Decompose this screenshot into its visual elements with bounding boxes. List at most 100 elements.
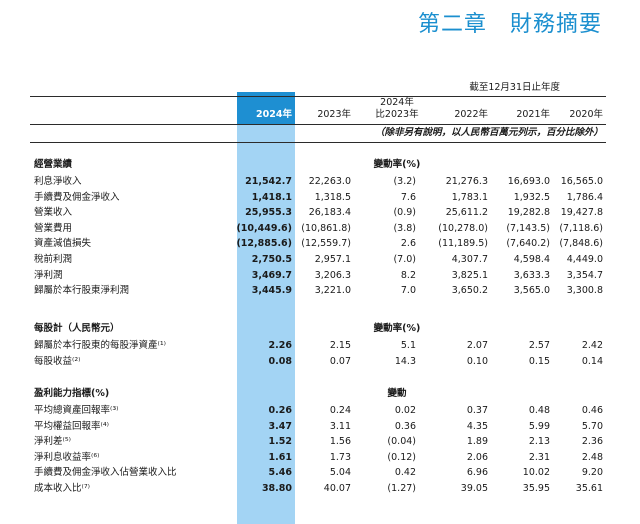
unit-note: （除非另有說明，以人民幣百萬元列示，百分比除外） [374,127,603,138]
row-label: 平均總資產回報率⁽³⁾ [34,405,119,416]
row-label: 利息淨收入 [34,176,82,187]
cell-5: 4,449.0 [566,254,603,265]
cell-2: (3.2) [393,176,416,187]
cell-3: 6.96 [466,467,488,479]
cell-2: (0.12) [387,451,416,463]
cell-5: (7,118.6) [559,222,603,234]
cell-3: 3,650.2 [451,285,488,297]
row-label: 手續費及佣金淨收入佔營業收入比 [34,467,177,479]
cell-0: 2,750.5 [251,254,292,265]
cell-4: (7,143.5) [506,222,550,234]
cell-4: 3,633.3 [513,269,550,281]
cell-2: 2.6 [400,238,416,250]
header-rule [30,96,606,97]
row-label: 手續費及佣金淨收入 [34,191,120,203]
row-label: 營業費用 [34,222,73,234]
cell-2: 0.42 [394,467,416,479]
cell-1: 3,221.0 [314,285,351,297]
cell-2: (7.0) [393,254,416,265]
cell-4: 5.99 [528,420,550,432]
cell-4: 0.15 [528,355,550,367]
cell-0: 1.61 [268,451,292,463]
cell-1: 40.07 [323,483,351,494]
row-label: 稅前利潤 [34,254,73,265]
cell-4: 19,282.8 [507,207,550,219]
cell-1: (12,559.7) [301,238,351,250]
cell-0: 5.46 [268,467,292,479]
cell-3: 39.05 [460,483,488,494]
cell-4: 2.31 [528,451,550,463]
cell-1: 0.07 [329,355,351,367]
cell-0: 3,445.9 [251,285,292,297]
cell-0: 0.08 [268,355,292,367]
section-change-label-1: 變動率(%) [373,323,421,334]
cell-0: 3,469.7 [251,269,292,281]
row-label: 歸屬於本行股東的每股淨資產⁽¹⁾ [34,340,166,351]
cell-0: 21,542.7 [245,176,292,187]
column-header-2-line1: 2024年 [380,97,414,108]
cell-5: 16,565.0 [560,176,603,187]
highlight-header-2024 [237,92,295,124]
cell-3: 4,307.7 [451,254,488,265]
cell-0: 38.80 [261,483,292,494]
row-label: 淨利差⁽⁵⁾ [34,436,71,448]
cell-1: 2,957.1 [314,254,351,265]
highlight-column-2024 [237,92,295,524]
section-change-label-2: 變動 [387,388,407,399]
cell-1: 1,318.5 [314,191,351,203]
cell-4: 4,598.4 [513,254,550,265]
chapter-title: 第二章 財務摘要 [417,12,602,37]
cell-2: (3.8) [393,222,416,234]
cell-4: 2.57 [528,340,550,351]
cell-2: 8.2 [400,269,416,281]
cell-0: (10,449.6) [236,222,292,234]
row-label: 歸屬於本行股東淨利潤 [34,285,130,297]
cell-5: 3,300.8 [566,285,603,297]
cell-1: 1.73 [329,451,351,463]
cell-2: 7.6 [400,191,416,203]
cell-3: (11,189.5) [438,238,488,250]
section-title-0: 經營業績 [34,159,73,170]
cell-1: 1.56 [329,436,351,448]
cell-3: (10,278.0) [438,222,488,234]
cell-4: 1,932.5 [513,191,550,203]
cell-4: 35.95 [522,483,550,494]
cell-2: 7.0 [400,285,416,297]
column-header-2-line2: 比2023年 [375,109,419,120]
period-header: 截至12月31日止年度 [469,82,560,93]
column-header-1: 2023年 [317,109,351,120]
cell-1: 3,206.3 [314,269,351,281]
cell-2: 0.02 [394,405,416,416]
column-header-0: 2024年 [256,109,292,120]
cell-4: 3,565.0 [513,285,550,297]
cell-5: 35.61 [575,483,603,494]
cell-3: 0.10 [466,355,488,367]
row-label: 平均權益回報率⁽⁴⁾ [34,420,109,432]
column-header-rule [30,124,606,125]
cell-1: 2.15 [329,340,351,351]
cell-1: 26,183.4 [308,207,351,219]
row-label: 資產減值損失 [34,238,92,250]
cell-5: 0.46 [581,405,603,416]
cell-5: 2.48 [581,451,603,463]
cell-0: (12,885.6) [236,238,292,250]
section-title-1: 每股計（人民幣元） [34,323,120,334]
column-header-4: 2021年 [516,109,550,120]
cell-4: (7,640.2) [506,238,550,250]
cell-1: 3.11 [329,420,351,432]
row-label: 成本收入比⁽⁷⁾ [34,483,90,494]
cell-5: 3,354.7 [566,269,603,281]
cell-1: 22,263.0 [308,176,351,187]
cell-5: 9.20 [581,467,603,479]
cell-1: 5.04 [329,467,351,479]
cell-5: 1,786.4 [566,191,603,203]
cell-2: 14.3 [394,355,416,367]
cell-0: 25,955.3 [245,207,292,219]
cell-3: 4.35 [466,420,488,432]
cell-1: 0.24 [329,405,351,416]
cell-2: 5.1 [400,340,416,351]
row-label: 淨利潤 [34,269,63,281]
cell-5: (7,848.6) [559,238,603,250]
cell-5: 0.14 [581,355,603,367]
cell-3: 21,276.3 [445,176,488,187]
